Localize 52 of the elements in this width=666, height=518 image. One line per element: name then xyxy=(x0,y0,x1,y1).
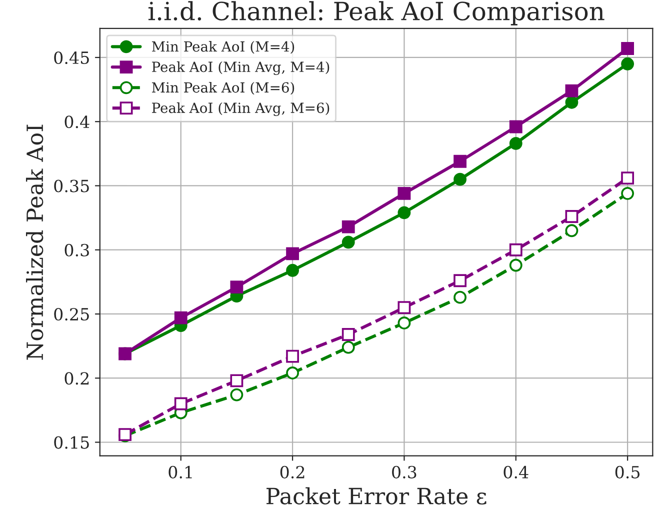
y-tick-label: 0.4 xyxy=(64,116,90,128)
point xyxy=(621,172,634,184)
point xyxy=(509,120,522,134)
point xyxy=(621,186,634,200)
chart-title: i.i.d. Channel: Peak AoI Comparison xyxy=(148,1,604,26)
point xyxy=(565,84,578,98)
x-tick-label: 0.1 xyxy=(168,466,192,478)
point xyxy=(454,154,467,168)
x-tick-label: 0.2 xyxy=(280,466,304,478)
y-tick-label: 0.3 xyxy=(64,244,89,256)
point xyxy=(565,210,578,223)
legend-label: Peak AoI (Min Avg, M=6) xyxy=(152,102,330,116)
point xyxy=(174,397,188,410)
point xyxy=(398,301,411,314)
y-tick-label: 0.45 xyxy=(54,51,89,64)
point xyxy=(621,42,634,55)
point xyxy=(454,172,467,186)
point xyxy=(565,224,578,238)
point xyxy=(454,274,467,288)
point xyxy=(230,388,244,402)
x-tick-label: 0.3 xyxy=(392,466,416,478)
y-tick-label: 0.35 xyxy=(54,180,89,192)
point xyxy=(342,236,355,249)
point xyxy=(230,374,244,388)
y-tick-label: 0.2 xyxy=(64,372,89,385)
point xyxy=(342,340,355,354)
x-tick-label: 0.5 xyxy=(615,466,640,478)
point xyxy=(565,96,578,109)
point xyxy=(342,220,355,234)
y-axis-title: Normalized Peak AoI xyxy=(26,124,44,360)
point xyxy=(509,136,522,150)
y-tick-label: 0.25 xyxy=(54,308,89,321)
point xyxy=(621,57,634,70)
point xyxy=(398,316,411,330)
point xyxy=(230,280,244,294)
point xyxy=(509,258,522,272)
point xyxy=(174,311,188,324)
legend-label: Min Peak AoI (M=4) xyxy=(152,40,294,54)
x-axis-title: Packet Error Rate ε xyxy=(266,487,486,505)
point xyxy=(454,290,467,304)
point xyxy=(342,328,355,341)
point xyxy=(509,243,522,256)
point xyxy=(398,206,411,220)
point xyxy=(286,350,299,363)
point xyxy=(398,186,411,200)
y-tick-label: 0.15 xyxy=(54,436,89,449)
point xyxy=(286,264,299,277)
x-tick-label: 0.4 xyxy=(504,466,528,478)
point xyxy=(286,247,299,260)
legend-label: Min Peak AoI (M=6) xyxy=(152,82,294,95)
legend-label: Peak AoI (Min Avg, M=4) xyxy=(152,61,330,76)
point xyxy=(286,366,299,380)
